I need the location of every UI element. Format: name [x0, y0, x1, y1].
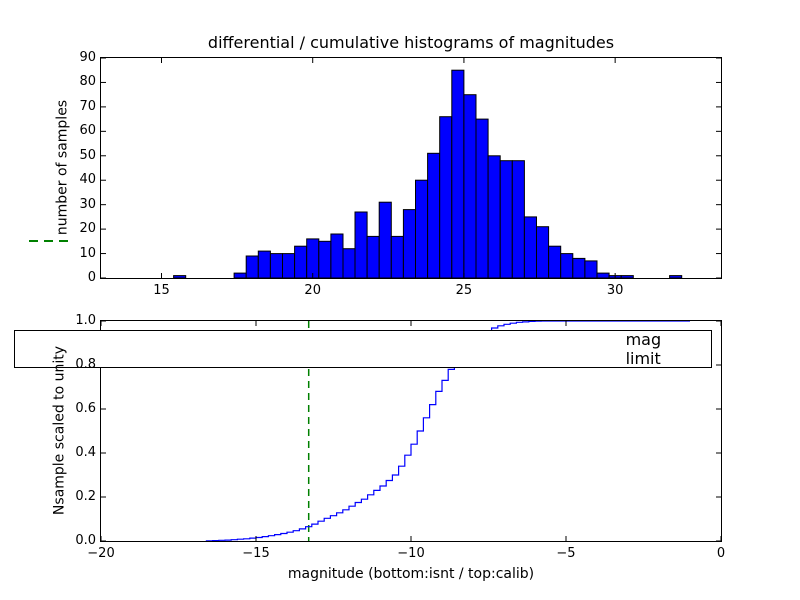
bottom-y-axis-label: Nsample scaled to unity [51, 345, 68, 516]
histogram-bar [173, 275, 187, 278]
top-histogram-axes [100, 57, 722, 279]
tick-label: −20 [87, 546, 115, 561]
tick-label: −5 [556, 546, 576, 561]
tick-label: 0 [716, 546, 726, 561]
tick-label: 10 [79, 245, 96, 261]
bottom-cumulative-axes: mag limit [14, 240, 722, 542]
tick-label: 60 [79, 123, 96, 139]
tick-label: 30 [79, 196, 96, 212]
histogram-bar [620, 275, 634, 278]
tick-label: 25 [455, 283, 473, 298]
tick-label: 20 [79, 221, 96, 237]
tick-label: 0 [87, 270, 96, 285]
tick-label: 0.6 [75, 401, 96, 416]
tick-label: 0.4 [75, 445, 96, 460]
tick-label: 80 [79, 74, 96, 90]
legend-label: mag limit [625, 330, 662, 368]
x-axis-label: magnitude (bottom:isnt / top:calib) [287, 566, 535, 582]
tick-label: 90 [79, 50, 96, 65]
legend: mag limit [14, 240, 712, 368]
tick-label: 15 [153, 283, 170, 298]
tick-label: 40 [79, 172, 96, 188]
legend-dash-icon [29, 240, 74, 242]
histogram-plot-svg [101, 58, 721, 278]
tick-label: −15 [242, 546, 270, 561]
tick-label: 30 [606, 283, 624, 298]
tick-label: 50 [79, 147, 96, 163]
tick-label: 0.0 [75, 533, 96, 548]
tick-label: 20 [304, 283, 321, 298]
chart-title: differential / cumulative histograms of … [207, 33, 615, 52]
tick-label: 0.2 [75, 489, 96, 504]
tick-label: −10 [397, 546, 425, 561]
top-y-axis-label: number of samples [54, 99, 71, 236]
tick-label: 0.8 [75, 357, 96, 372]
tick-label: 1.0 [75, 313, 96, 328]
tick-label: 70 [79, 98, 96, 114]
histogram-bar [669, 275, 683, 278]
